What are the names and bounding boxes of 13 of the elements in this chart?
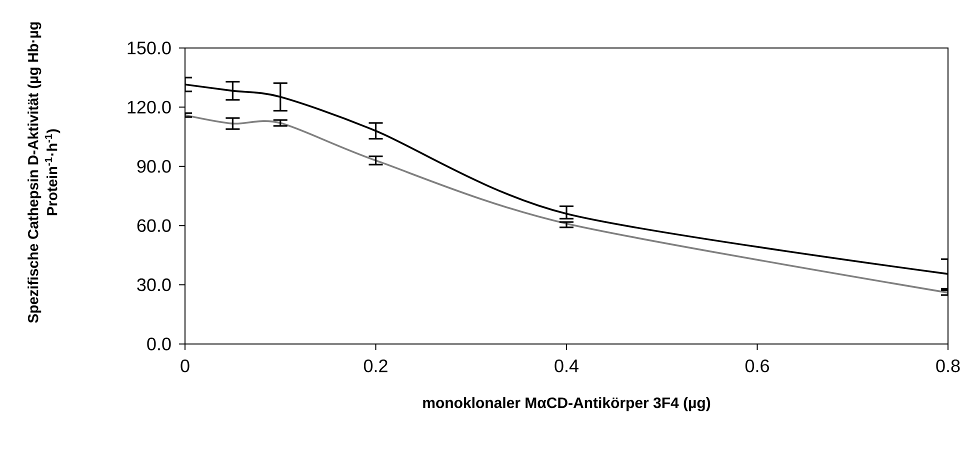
y-tick-label: 30.0 xyxy=(137,278,171,292)
y-tick-label: 120.0 xyxy=(128,100,171,114)
line-series xyxy=(185,114,948,294)
x-tick-label: 0.2 xyxy=(364,360,388,372)
y-tick-label: 90.0 xyxy=(137,160,171,173)
x-tick-label: 0.6 xyxy=(745,360,769,372)
y-tick-label: 150.0 xyxy=(128,42,171,54)
x-axis-title: monoklonaler MαCD-Antikörper 3F4 (µg) xyxy=(423,397,710,412)
x-tick-label: 0 xyxy=(180,360,190,372)
y-tick-label: 60.0 xyxy=(137,219,171,232)
x-tick-label: 0.4 xyxy=(554,360,578,372)
x-tick-label: 0.8 xyxy=(936,360,960,372)
y-tick-label: 0.0 xyxy=(147,338,171,350)
